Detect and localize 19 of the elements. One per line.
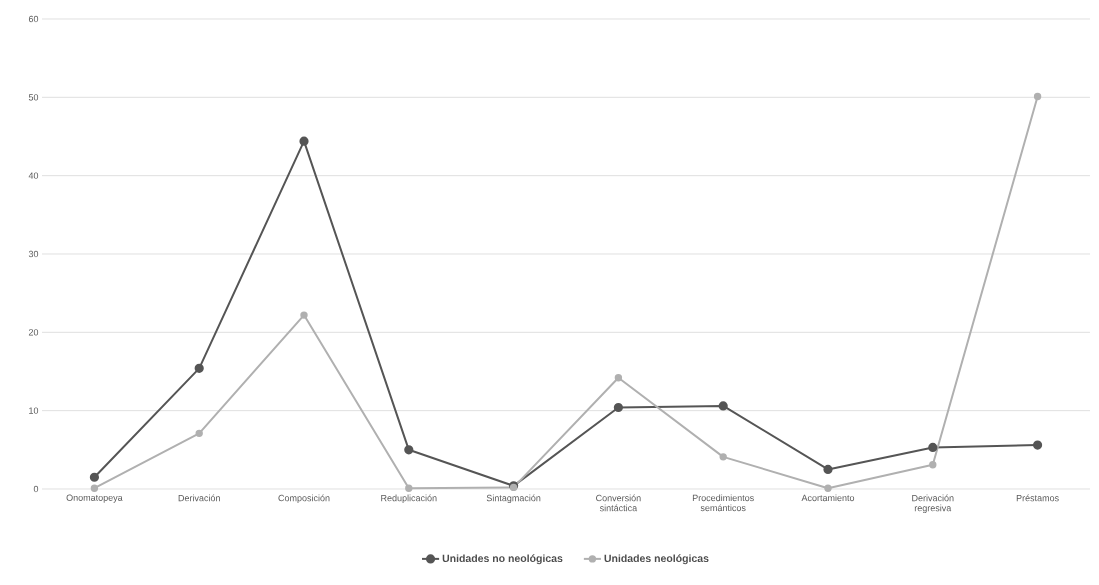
- x-tick-label: Derivación: [178, 494, 220, 502]
- y-tick-label: 0: [33, 485, 39, 493]
- y-tick-label: 20: [28, 329, 39, 336]
- x-tick-label: Sintagmación: [486, 494, 541, 504]
- x-tick-label: Procedimientos semánticos: [692, 494, 754, 512]
- x-tick-label: Acortamiento: [801, 494, 855, 502]
- legend-label: Unidades neológicas: [604, 554, 709, 565]
- y-tick-label: 50: [28, 94, 39, 101]
- y-tick-label: 10: [29, 407, 39, 414]
- y-tick-label: 40: [28, 172, 39, 179]
- legend-label: Unidades no neológicas: [442, 554, 563, 565]
- x-tick-label: Reduplicación: [381, 494, 437, 504]
- y-tick-label: 30: [28, 250, 39, 258]
- x-tick-label: Préstamos: [1016, 494, 1059, 502]
- x-tick-label: Onomatopeya: [66, 494, 123, 503]
- x-tick-label: Composición: [278, 494, 330, 504]
- y-tick-label: 60: [28, 15, 39, 23]
- x-tick-label: Conversión sintáctica: [596, 494, 641, 512]
- x-tick-label: Derivación regresiva: [912, 494, 954, 514]
